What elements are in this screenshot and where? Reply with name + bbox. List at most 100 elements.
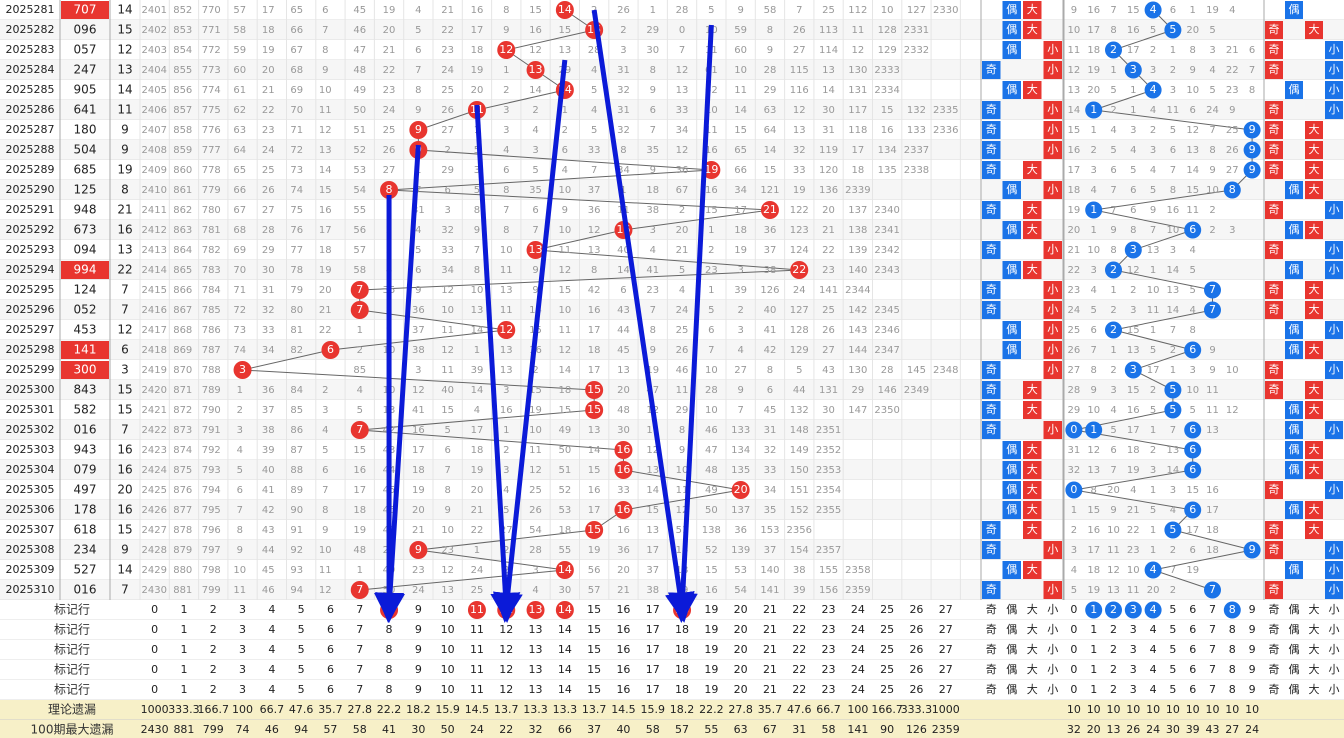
marker-digit-value: 9 bbox=[1249, 683, 1256, 696]
digit-cell: 18 bbox=[1087, 45, 1100, 56]
span-cell: 10 bbox=[529, 425, 542, 436]
span-cell: 29 bbox=[646, 25, 659, 36]
marker-span-value: 12 bbox=[499, 683, 513, 696]
period-cell: 2025305 bbox=[6, 483, 55, 496]
stat-cell: 72 bbox=[290, 145, 303, 156]
span-cell: 26 bbox=[441, 105, 454, 116]
span-cell: 4 bbox=[503, 485, 509, 496]
span-cell: 12 bbox=[793, 105, 806, 116]
span-cell: 32 bbox=[617, 125, 630, 136]
span-cell: 27 bbox=[793, 45, 806, 56]
span-ball bbox=[614, 441, 633, 459]
span-cell: 5 bbox=[796, 365, 802, 376]
span-cell: 14 bbox=[734, 105, 747, 116]
summary-span-value: 94 bbox=[294, 723, 308, 736]
span-ball bbox=[585, 521, 604, 539]
sum-cell: 11 bbox=[117, 103, 132, 117]
right-parity-cell bbox=[1305, 281, 1323, 299]
span-ball-label: 9 bbox=[415, 543, 422, 556]
number-cell: 943 bbox=[74, 443, 97, 457]
number-cell: 948 bbox=[74, 203, 97, 217]
span-cell: 58 bbox=[353, 265, 366, 276]
period-cell: 2025281 bbox=[6, 3, 55, 16]
right-parity-cell bbox=[1285, 401, 1303, 419]
digit-cell: 8 bbox=[1209, 145, 1215, 156]
number-cell: 234 bbox=[74, 543, 97, 557]
span-ball bbox=[409, 541, 428, 559]
span-cell: 148 bbox=[790, 425, 809, 436]
stat-cell: 29 bbox=[262, 245, 275, 256]
sum-cell: 19 bbox=[117, 163, 132, 177]
stat-cell: 73 bbox=[233, 325, 246, 336]
stat-cell: 860 bbox=[173, 165, 192, 176]
span-cell: 53 bbox=[734, 565, 747, 576]
span-ball bbox=[409, 121, 428, 139]
sum-cell: 9 bbox=[121, 123, 129, 137]
parity-size-label: 大 bbox=[1027, 262, 1038, 276]
span-cell: 4 bbox=[503, 145, 509, 156]
right-parity-label: 奇 bbox=[1269, 143, 1280, 156]
stat-cell: 62 bbox=[233, 105, 246, 116]
span-cell: 17 bbox=[851, 145, 864, 156]
parity-size-label: 大 bbox=[1027, 22, 1038, 36]
span-cell: 17 bbox=[471, 425, 484, 436]
span-cell: 54 bbox=[529, 525, 542, 536]
digit-cell: 5 bbox=[1190, 265, 1196, 276]
digit-cell: 27 bbox=[1226, 165, 1239, 176]
parity-size-label: 偶 bbox=[1006, 263, 1017, 276]
span-cell: 16 bbox=[705, 145, 718, 156]
marker-digit-value: 1 bbox=[1090, 663, 1097, 676]
marker-span-value: 17 bbox=[646, 623, 660, 636]
marker-digit-value: 5 bbox=[1169, 623, 1176, 636]
marker-span-value: 13 bbox=[529, 683, 543, 696]
marker-span-value: 1 bbox=[180, 663, 187, 676]
stat-cell: 30 bbox=[262, 265, 275, 276]
span-cell: 0 bbox=[679, 25, 685, 36]
summary-digit-value: 10 bbox=[1126, 703, 1140, 716]
stat-cell: 869 bbox=[173, 345, 192, 356]
marker-parity-label: 偶 bbox=[1006, 643, 1017, 656]
span-cell: 58 bbox=[764, 5, 777, 16]
digit-cell: 11 bbox=[1206, 405, 1219, 416]
stat-cell: 774 bbox=[202, 85, 221, 96]
span-cell: 1 bbox=[503, 65, 509, 76]
span-cell: 3 bbox=[503, 465, 509, 476]
span-cell: 52 bbox=[705, 545, 718, 556]
digit-ball bbox=[1164, 521, 1182, 539]
span-cell: 32 bbox=[764, 445, 777, 456]
parity-size-label: 小 bbox=[1047, 63, 1058, 76]
marker-span-value: 2 bbox=[210, 663, 217, 676]
span-cell: 9 bbox=[532, 285, 538, 296]
parity-size-label: 奇 bbox=[986, 123, 997, 136]
digit-cell: 20 bbox=[1068, 225, 1081, 236]
span-ball bbox=[555, 1, 574, 19]
span-cell: 7 bbox=[503, 205, 509, 216]
parity-size-label: 偶 bbox=[1006, 343, 1017, 356]
span-cell: 36 bbox=[734, 525, 747, 536]
span-cell: 40 bbox=[617, 245, 630, 256]
digit-cell: 14 bbox=[1167, 465, 1180, 476]
digit-cell: 1 bbox=[1150, 265, 1156, 276]
marker-span-value: 9 bbox=[415, 683, 422, 696]
digit-cell: 7 bbox=[1209, 125, 1215, 136]
digit-cell: 18 bbox=[1206, 525, 1219, 536]
summary-span-value: 333.3 bbox=[901, 703, 933, 716]
digit-ball bbox=[1065, 421, 1083, 439]
digit-cell: 1 bbox=[1110, 345, 1116, 356]
marker-span-value: 0 bbox=[151, 623, 158, 636]
span-cell: 18 bbox=[734, 225, 747, 236]
digit-cell: 2 bbox=[1209, 225, 1215, 236]
right-parity-label: 偶 bbox=[1289, 563, 1300, 576]
span-cell: 21 bbox=[617, 585, 630, 596]
stat-cell: 16 bbox=[319, 205, 332, 216]
digit-ball bbox=[1124, 61, 1142, 79]
trend-line bbox=[418, 549, 565, 571]
span-ball-label: 20 bbox=[734, 483, 748, 496]
right-parity-cell bbox=[1265, 361, 1283, 379]
sum-cell: 15 bbox=[117, 523, 132, 537]
span-cell: 140 bbox=[848, 265, 867, 276]
marker-span-value: 23 bbox=[822, 663, 836, 676]
span-cell: 19 bbox=[353, 525, 366, 536]
digit-cell: 9 bbox=[1110, 505, 1116, 516]
